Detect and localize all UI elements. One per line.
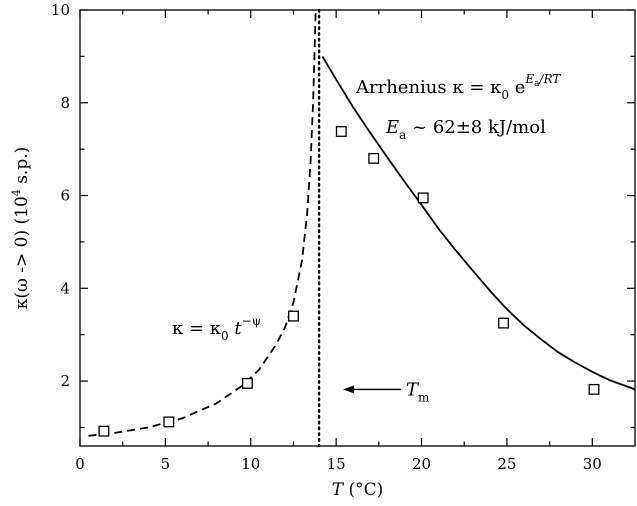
data-point xyxy=(163,416,175,428)
x-tick-label: 5 xyxy=(161,455,171,473)
tm-symbol: T xyxy=(406,379,420,400)
x-tick-label: 15 xyxy=(327,455,346,473)
power-law-equation: κ = κ0 t−ψ xyxy=(172,314,261,343)
axis-ticks xyxy=(79,9,635,446)
y-tick-label: 10 xyxy=(51,1,70,19)
x-tick-label: 10 xyxy=(241,455,260,473)
activation-sub: a xyxy=(399,128,406,142)
data-point xyxy=(241,377,253,389)
tm-label: Tm xyxy=(406,379,430,404)
arrhenius-exp-rt: /RT xyxy=(539,72,562,86)
x-axis-unit: (°C) xyxy=(343,480,383,500)
arrhenius-equation: Arrhenius κ = κ0 eEa/RT xyxy=(355,72,561,102)
power-law-sub: 0 xyxy=(221,329,229,343)
x-axis-symbol: T xyxy=(332,480,345,500)
activation-value: ~ 62±8 kJ/mol xyxy=(406,117,546,138)
melting-temperature-annotation: Tm xyxy=(342,379,430,404)
y-axis-title-sup: 4 xyxy=(10,189,23,196)
power-law-t: t xyxy=(234,318,242,339)
y-tick-label: 2 xyxy=(60,372,70,390)
data-point xyxy=(498,317,509,329)
arrhenius-exp-sub: a xyxy=(534,79,540,89)
arrhenius-e: e xyxy=(509,77,525,98)
arrhenius-kappa-sub: 0 xyxy=(501,88,509,102)
y-tick-label: 6 xyxy=(60,187,70,205)
y-tick-label: 4 xyxy=(60,279,70,297)
x-tick-label: 25 xyxy=(497,455,516,473)
tm-sub: m xyxy=(418,390,430,404)
data-point xyxy=(588,383,600,395)
x-tick-label: 30 xyxy=(583,455,602,473)
x-tick-labels: 0 5 10 15 20 25 30 xyxy=(75,455,602,473)
x-axis-title: T (°C) xyxy=(332,480,384,500)
y-axis-title: κ(ω -> 0) (104 s.p.) xyxy=(10,147,32,310)
y-axis-title-main: κ(ω -> 0) (10 xyxy=(12,196,32,309)
arrhenius-fit-curve xyxy=(321,55,636,391)
x-tick-label: 20 xyxy=(412,455,431,473)
data-point xyxy=(417,192,429,204)
power-law-lhs: κ = κ xyxy=(172,318,222,339)
data-point xyxy=(98,425,110,437)
y-tick-labels: 2 4 6 8 10 xyxy=(51,1,70,390)
x-tick-label: 0 xyxy=(75,455,85,473)
activation-symbol: E xyxy=(385,117,399,138)
y-tick-label: 8 xyxy=(60,94,70,112)
power-law-exponent: −ψ xyxy=(242,314,261,328)
data-point xyxy=(335,126,347,137)
tm-arrow-head xyxy=(342,385,354,394)
arrhenius-exp-e: E xyxy=(524,72,534,86)
y-axis-title-tail: s.p.) xyxy=(12,147,32,189)
data-point xyxy=(288,310,299,322)
arrhenius-prefix: Arrhenius κ = κ xyxy=(355,77,502,98)
plot-frame xyxy=(79,9,636,447)
activation-energy-label: Ea ~ 62±8 kJ/mol xyxy=(385,117,546,142)
data-point xyxy=(368,152,380,164)
data-points xyxy=(98,126,600,437)
